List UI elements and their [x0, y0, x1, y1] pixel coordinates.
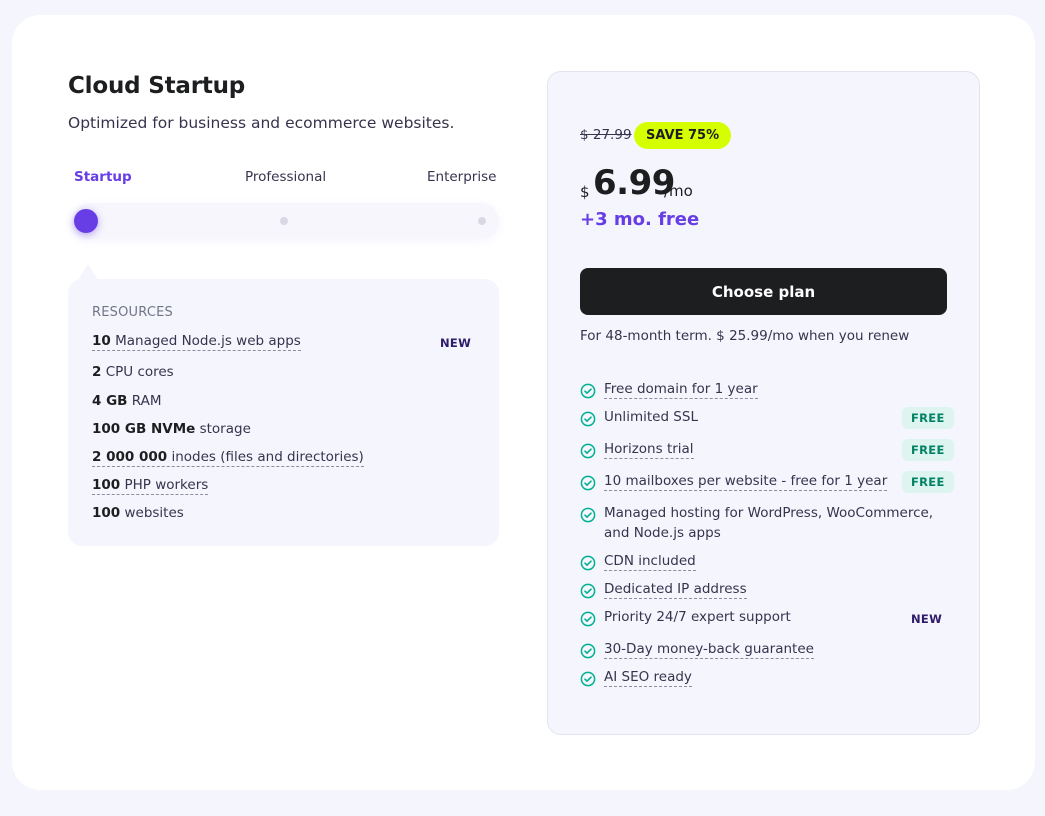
- term-note: For 48-month term. $ 25.99/mo when you r…: [580, 328, 910, 344]
- feature-dedicated-ip[interactable]: Dedicated IP address: [604, 579, 747, 599]
- price-value: 6.99: [593, 163, 675, 203]
- pricing-panel: [547, 71, 980, 735]
- plan-subtitle: Optimized for business and ecommerce web…: [68, 114, 455, 132]
- tier-slider-stop-professional[interactable]: [280, 217, 288, 225]
- plan-title: Cloud Startup: [68, 73, 246, 99]
- feature-free-domain[interactable]: Free domain for 1 year: [604, 379, 758, 399]
- price-period: /mo: [664, 182, 693, 200]
- resource-label: CPU cores: [105, 364, 174, 380]
- free-badge: FREE: [902, 439, 954, 461]
- check-icon: [580, 507, 596, 523]
- feature-label: Dedicated IP address: [604, 581, 747, 599]
- new-badge: NEW: [911, 612, 943, 626]
- feature-label: 10 mailboxes per website - free for 1 ye…: [604, 473, 888, 491]
- tier-professional[interactable]: Professional: [245, 169, 327, 185]
- resource-label: PHP workers: [124, 477, 209, 493]
- resource-cpu: 2 CPU cores: [92, 364, 174, 380]
- feature-unlimited-ssl: Unlimited SSL: [604, 409, 698, 425]
- free-months-label: +3 mo. free: [580, 209, 700, 230]
- check-icon: [580, 611, 596, 627]
- free-badge: FREE: [902, 471, 954, 493]
- check-icon: [580, 643, 596, 659]
- choose-plan-button[interactable]: Choose plan: [580, 268, 947, 315]
- resource-value: 2 000 000: [92, 449, 168, 465]
- feature-mailboxes[interactable]: 10 mailboxes per website - free for 1 ye…: [604, 471, 888, 491]
- price-currency: $: [580, 183, 590, 201]
- resource-label: Managed Node.js web apps: [115, 333, 301, 349]
- free-badge: FREE: [902, 407, 954, 429]
- tier-enterprise[interactable]: Enterprise: [427, 169, 497, 185]
- tier-slider-stop-enterprise[interactable]: [478, 217, 486, 225]
- check-icon: [580, 583, 596, 599]
- resource-value: 4 GB: [92, 393, 128, 409]
- resource-node-apps[interactable]: 10 Managed Node.js web apps: [92, 333, 301, 351]
- feature-money-back[interactable]: 30-Day money-back guarantee: [604, 639, 814, 659]
- feature-cdn[interactable]: CDN included: [604, 551, 696, 571]
- resource-value: 100 GB NVMe: [92, 421, 196, 437]
- check-icon: [580, 383, 596, 399]
- feature-managed-hosting: Managed hosting for WordPress, WooCommer…: [604, 505, 934, 541]
- resource-value: 2: [92, 364, 102, 380]
- feature-ai-seo[interactable]: AI SEO ready: [604, 667, 692, 687]
- resource-value: 100: [92, 505, 121, 521]
- check-icon: [580, 475, 596, 491]
- resources-heading: RESOURCES: [92, 305, 173, 320]
- feature-label: AI SEO ready: [604, 669, 692, 687]
- feature-label: CDN included: [604, 553, 696, 571]
- feature-label: Horizons trial: [604, 441, 694, 459]
- resources-pointer: [78, 264, 98, 280]
- resource-value: 10: [92, 333, 111, 349]
- discount-badge: SAVE 75%: [634, 122, 732, 149]
- resource-ram: 4 GB RAM: [92, 393, 161, 409]
- original-price: $ 27.99: [580, 127, 632, 143]
- resources-panel: [68, 279, 499, 546]
- resource-storage: 100 GB NVMe storage: [92, 421, 251, 437]
- check-icon: [580, 411, 596, 427]
- resource-label: RAM: [131, 393, 162, 409]
- resource-inodes[interactable]: 2 000 000 inodes (files and directories): [92, 449, 364, 467]
- resource-websites: 100 websites: [92, 505, 184, 521]
- tier-startup[interactable]: Startup: [74, 169, 132, 185]
- feature-label: Free domain for 1 year: [604, 381, 758, 399]
- resource-value: 100: [92, 477, 121, 493]
- feature-priority-support: Priority 24/7 expert support: [604, 609, 791, 625]
- feature-label: 30-Day money-back guarantee: [604, 641, 814, 659]
- feature-horizons-trial[interactable]: Horizons trial: [604, 439, 694, 459]
- check-icon: [580, 671, 596, 687]
- resource-label: websites: [124, 505, 184, 521]
- new-badge: NEW: [440, 336, 472, 350]
- resource-label: storage: [199, 421, 251, 437]
- check-icon: [580, 555, 596, 571]
- check-icon: [580, 443, 596, 459]
- resource-label: inodes (files and directories): [171, 449, 364, 465]
- tier-slider-handle[interactable]: [74, 209, 98, 233]
- resource-php-workers[interactable]: 100 PHP workers: [92, 477, 209, 495]
